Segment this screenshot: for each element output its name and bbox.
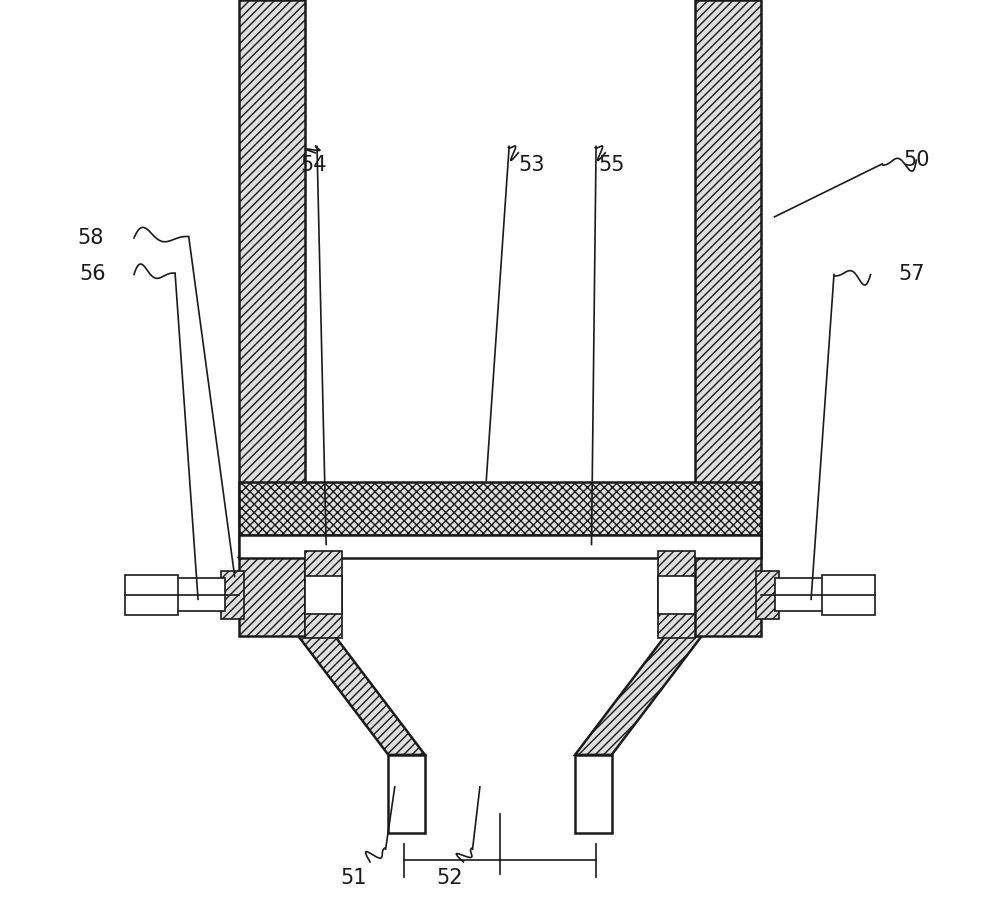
Bar	[239, 535, 761, 558]
Text: 56: 56	[80, 264, 106, 285]
Text: 53: 53	[519, 155, 545, 175]
Bar	[756, 571, 779, 619]
Text: 52: 52	[436, 868, 463, 888]
Text: 54: 54	[300, 155, 327, 175]
Text: 50: 50	[903, 150, 930, 170]
Bar	[822, 575, 875, 615]
Bar	[774, 578, 825, 611]
Bar	[575, 755, 612, 833]
Text: 58: 58	[77, 228, 103, 248]
Bar	[305, 576, 342, 614]
Polygon shape	[276, 558, 724, 755]
Bar	[305, 551, 342, 639]
Bar	[239, 0, 305, 636]
Bar	[221, 571, 244, 619]
Text: 57: 57	[898, 264, 925, 285]
Bar	[658, 551, 695, 639]
Bar	[175, 578, 225, 611]
Text: 55: 55	[598, 155, 625, 175]
Polygon shape	[239, 558, 425, 755]
Bar	[658, 576, 695, 614]
Bar	[388, 755, 425, 833]
Polygon shape	[575, 558, 761, 755]
Bar	[125, 575, 178, 615]
Bar	[239, 482, 761, 535]
Text: 51: 51	[340, 868, 367, 888]
Bar	[695, 0, 761, 636]
